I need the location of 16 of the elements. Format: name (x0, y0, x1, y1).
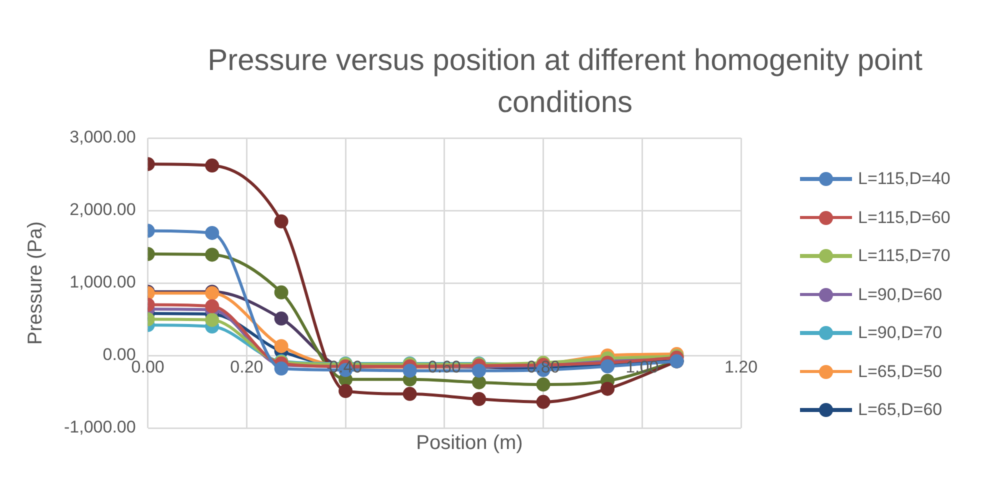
y-axis-title: Pressure (Pa) (24, 221, 47, 345)
chart-title: Pressure versus position at different homogenity point conditions (206, 43, 924, 121)
legend-label: L=65,D=50 (858, 362, 942, 382)
x-tick-label: 1.20 (724, 358, 758, 377)
y-tick-label: -1,000.00 (64, 418, 136, 437)
legend-label: L=115,D=40 (858, 169, 950, 190)
legend-label: L=115,D=70 (858, 246, 950, 266)
y-tick-label: 3,000.00 (70, 128, 136, 147)
legend-label: L=115,D=60 (858, 208, 950, 228)
x-axis-title: Position (m) (415, 432, 524, 455)
legend-label: L=90,D=70 (858, 323, 942, 344)
legend-label: L=65,D=60 (858, 400, 942, 420)
y-tick-label: 1,000.00 (70, 272, 136, 292)
legend-label: L=90,D=60 (858, 284, 942, 305)
y-tick-label: 2,000.00 (70, 200, 136, 220)
x-tick-label: 0.20 (230, 358, 264, 377)
